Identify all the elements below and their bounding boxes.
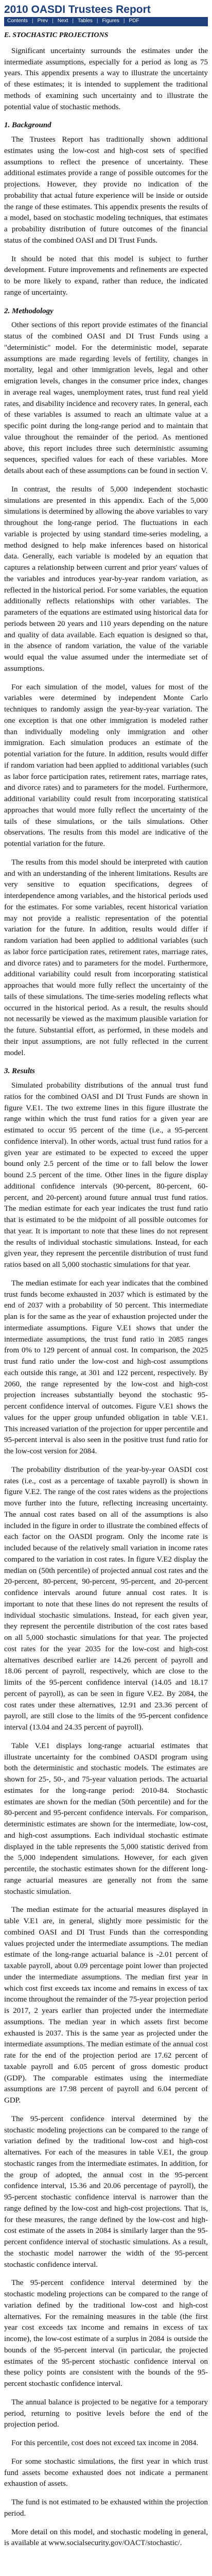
nav-figures-link[interactable]: Figures (102, 18, 119, 24)
report-title: 2010 OASDI Trustees Report (4, 4, 151, 15)
nav-next-link[interactable]: Next (57, 18, 68, 24)
background-heading: 1. Background (4, 121, 51, 130)
nav-separator: | (72, 18, 74, 24)
nav-separator: | (32, 18, 33, 24)
results-paragraph-2: The median estimate for each year indica… (4, 1279, 208, 1456)
methodology-heading: 2. Methodology (4, 307, 54, 315)
nav-pdf-link[interactable]: PDF (129, 18, 139, 24)
section-intro: Significant uncertainty surrounds the es… (4, 46, 208, 111)
nav-bar: Contents | Prev | Next | Tables | Figure… (4, 17, 208, 26)
results-paragraph-1: Simulated probability distributions of t… (4, 1081, 208, 1269)
methodology-paragraph-2: In contrast, the results of 5,000 indepe… (4, 485, 208, 673)
methodology-paragraph-4: The results from this model should be in… (4, 858, 208, 1057)
nav-separator: | (96, 18, 98, 24)
section-heading: E. STOCHASTIC PROJECTIONS (4, 31, 109, 39)
nav-prev-link[interactable]: Prev (37, 18, 48, 24)
methodology-paragraph-1: Other sections of this report provide es… (4, 321, 208, 476)
nav-separator: | (52, 18, 54, 24)
nav-tables-link[interactable]: Tables (77, 18, 93, 24)
results-paragraph-7: The 95-percent confidence interval deter… (4, 2279, 208, 2388)
results-paragraph-4: Table V.E1 displays long-range actuarial… (4, 1741, 208, 1896)
footnote-1: The annual balance is projected to be ne… (4, 2398, 208, 2429)
footnote-3: For some stochastic simulations, the fir… (4, 2457, 208, 2488)
report-header: 2010 OASDI Trustees Report Contents | Pr… (4, 0, 208, 26)
results-paragraph-5: The median estimate for the actuarial me… (4, 1906, 208, 2105)
results-heading: 3. Results (4, 1067, 36, 1076)
footnote-5: More detail on this model, and stochasti… (4, 2528, 208, 2548)
results-paragraph-3: The probability distribution of the year… (4, 1465, 208, 1732)
background-paragraph-1: The Trustees Report has traditionally sh… (4, 135, 208, 245)
background-paragraph-2: It should be noted that this model is su… (4, 255, 208, 297)
nav-contents-link[interactable]: Contents (7, 18, 28, 24)
results-paragraph-6: The 95-percent confidence interval deter… (4, 2114, 208, 2269)
footnote-2: For this percentile, cost does not excee… (11, 2439, 199, 2448)
methodology-paragraph-3: For each simulation of the model, values… (4, 683, 208, 849)
footnote-4: The fund is not estimated to be exhauste… (4, 2498, 208, 2518)
nav-separator: | (123, 18, 125, 24)
